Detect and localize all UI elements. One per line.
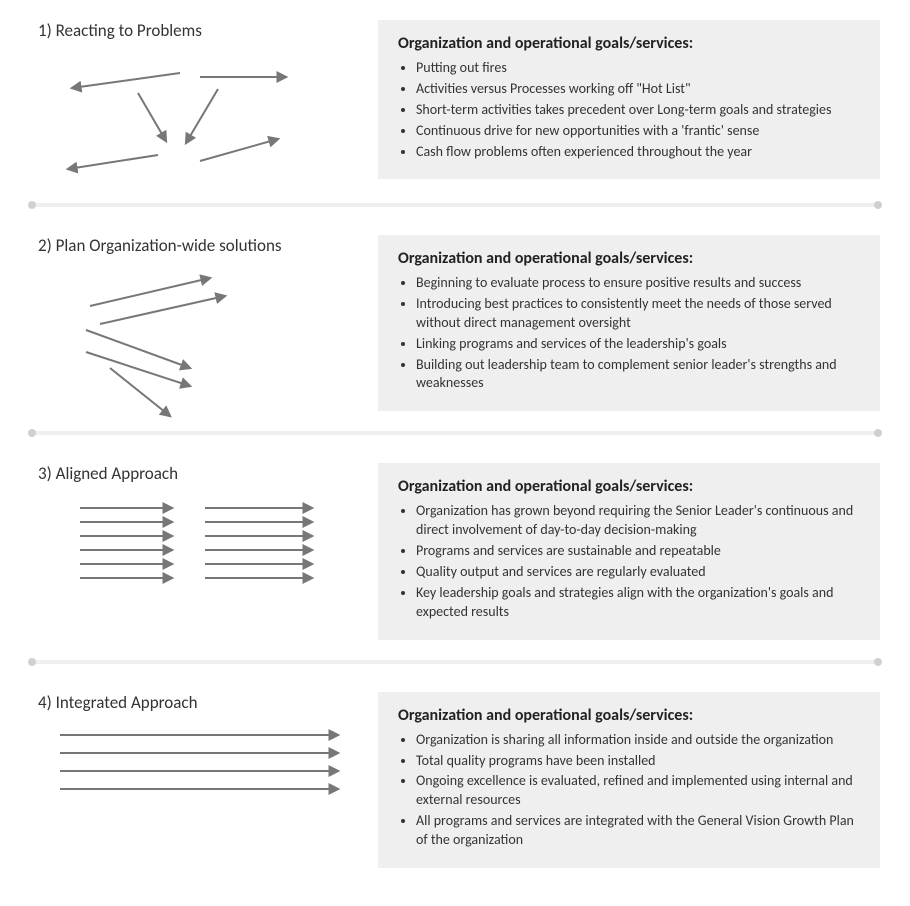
goals-box: Organization and operational goals/servi… [378,463,880,639]
arrows-semi-aligned [50,268,350,398]
divider [30,431,880,435]
arrow-line [110,368,170,416]
arrow-svg [50,496,330,596]
bullet-item: Putting out fires [416,59,860,78]
section-title: 2) Plan Organization-wide solutions [30,235,350,256]
arrow-line [86,330,190,368]
left-column: 3) Aligned Approach [30,463,350,601]
bullet-item: Linking programs and services of the lea… [416,335,860,354]
arrow-svg [50,268,310,418]
section-integrated: 4) Integrated Approach Organization and … [30,692,880,868]
box-heading: Organization and operational goals/servi… [398,706,860,725]
bullet-item: Total quality programs have been install… [416,752,860,771]
box-heading: Organization and operational goals/servi… [398,477,860,496]
bullet-item: Ongoing excellence is evaluated, refined… [416,772,860,810]
arrow-svg [50,725,350,805]
goals-box: Organization and operational goals/servi… [378,20,880,179]
section-title: 1) Reacting to Problems [30,20,350,41]
bullet-list: Organization is sharing all information … [398,731,860,850]
bullet-item: Activities versus Processes working off … [416,80,860,99]
arrow-line [90,278,210,306]
bullet-list: Beginning to evaluate process to ensure … [398,274,860,393]
bullet-item: Quality output and services are regularl… [416,563,860,582]
bullet-item: Cash flow problems often experienced thr… [416,143,860,162]
bullet-item: Introducing best practices to consistent… [416,295,860,333]
bullet-item: Continuous drive for new opportunities w… [416,122,860,141]
arrow-line [72,73,180,88]
arrow-svg [50,53,310,183]
arrows-two-columns [50,496,350,601]
bullet-item: Organization has grown beyond requiring … [416,502,860,540]
bullet-item: All programs and services are integrated… [416,812,860,850]
goals-box: Organization and operational goals/servi… [378,235,880,411]
bullet-item: Programs and services are sustainable an… [416,542,860,561]
bullet-item: Building out leadership team to compleme… [416,356,860,394]
left-column: 4) Integrated Approach [30,692,350,815]
section-reacting: 1) Reacting to Problems Organization and… [30,20,880,183]
arrows-long [50,725,350,815]
goals-box: Organization and operational goals/servi… [378,692,880,868]
bullet-list: Organization has grown beyond requiring … [398,502,860,621]
arrow-line [138,93,166,141]
bullet-item: Organization is sharing all information … [416,731,860,750]
box-heading: Organization and operational goals/servi… [398,34,860,53]
arrows-chaotic [50,53,350,183]
left-column: 2) Plan Organization-wide solutions [30,235,350,398]
bullet-item: Beginning to evaluate process to ensure … [416,274,860,293]
left-column: 1) Reacting to Problems [30,20,350,183]
bullet-list: Putting out fires Activities versus Proce… [398,59,860,161]
arrow-line [200,139,278,161]
divider [30,660,880,664]
bullet-item: Short-term activities takes precedent ov… [416,101,860,120]
divider [30,203,880,207]
arrow-line [186,89,218,143]
bullet-item: Key leadership goals and strategies alig… [416,584,860,622]
box-heading: Organization and operational goals/servi… [398,249,860,268]
arrow-line [68,155,158,169]
arrow-line [86,352,190,386]
section-plan: 2) Plan Organization-wide solutions Orga… [30,235,880,411]
section-aligned: 3) Aligned Approach Organization and ope… [30,463,880,639]
section-title: 4) Integrated Approach [30,692,350,713]
section-title: 3) Aligned Approach [30,463,350,484]
